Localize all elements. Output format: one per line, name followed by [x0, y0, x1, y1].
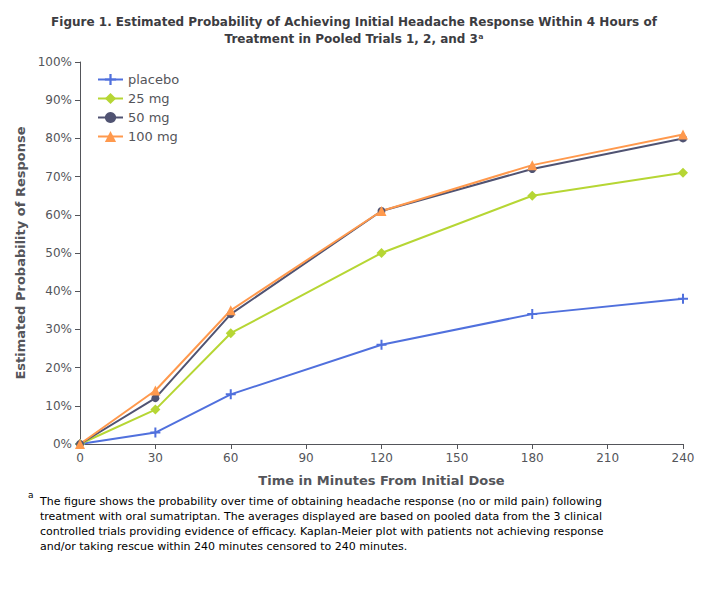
- svg-text:40%: 40%: [45, 284, 72, 298]
- svg-text:0: 0: [76, 451, 84, 465]
- svg-text:180: 180: [521, 451, 544, 465]
- svg-text:60%: 60%: [45, 208, 72, 222]
- svg-text:50 mg: 50 mg: [128, 110, 170, 125]
- svg-text:70%: 70%: [45, 170, 72, 184]
- svg-text:a: a: [28, 490, 34, 500]
- svg-text:30%: 30%: [45, 322, 72, 336]
- svg-text:20%: 20%: [45, 361, 72, 375]
- svg-text:80%: 80%: [45, 131, 72, 145]
- svg-text:30: 30: [148, 451, 163, 465]
- svg-text:treatment with oral sumatripta: treatment with oral sumatriptan. The ave…: [40, 510, 602, 523]
- svg-text:150: 150: [445, 451, 468, 465]
- svg-text:Treatment in Pooled Trials 1,: Treatment in Pooled Trials 1, 2, and 3ᵃ: [225, 32, 484, 46]
- svg-text:100 mg: 100 mg: [128, 129, 178, 144]
- svg-text:240: 240: [672, 451, 695, 465]
- svg-text:90: 90: [298, 451, 313, 465]
- svg-text:Figure 1. Estimated Probabilit: Figure 1. Estimated Probability of Achie…: [51, 15, 658, 29]
- svg-text:controlled trials providing ev: controlled trials providing evidence of …: [40, 525, 604, 538]
- svg-text:Estimated Probability of Respo: Estimated Probability of Response: [13, 126, 28, 379]
- svg-text:50%: 50%: [45, 246, 72, 260]
- svg-text:60: 60: [223, 451, 238, 465]
- svg-text:120: 120: [370, 451, 393, 465]
- svg-text:The figure shows the probabili: The figure shows the probability over ti…: [39, 495, 602, 508]
- svg-text:210: 210: [596, 451, 619, 465]
- svg-text:25 mg: 25 mg: [128, 91, 170, 106]
- svg-text:placebo: placebo: [128, 72, 179, 87]
- svg-text:and/or taking rescue within 24: and/or taking rescue within 240 minutes …: [40, 540, 407, 553]
- svg-text:100%: 100%: [38, 55, 72, 69]
- svg-text:Time in Minutes From Initial D: Time in Minutes From Initial Dose: [258, 473, 505, 488]
- svg-text:90%: 90%: [45, 93, 72, 107]
- svg-text:0%: 0%: [53, 437, 72, 451]
- svg-text:10%: 10%: [45, 399, 72, 413]
